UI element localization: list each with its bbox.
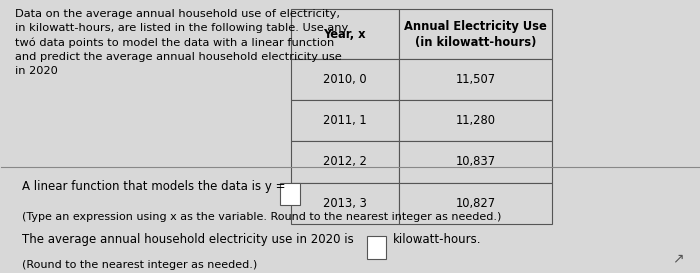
Bar bbox=[290, 100, 399, 141]
Text: .....: ..... bbox=[414, 235, 429, 245]
Text: 2010, 0: 2010, 0 bbox=[323, 73, 367, 86]
Text: kilowatt-hours.: kilowatt-hours. bbox=[393, 233, 482, 246]
Text: 11,280: 11,280 bbox=[456, 114, 496, 127]
Text: A linear function that models the data is y =: A linear function that models the data i… bbox=[22, 180, 290, 193]
Bar bbox=[399, 183, 552, 224]
Text: Year, x: Year, x bbox=[323, 28, 366, 40]
Text: (Round to the nearest integer as needed.): (Round to the nearest integer as needed.… bbox=[22, 260, 258, 270]
Bar bbox=[290, 9, 399, 59]
Text: The average annual household electricity use in 2020 is: The average annual household electricity… bbox=[22, 233, 358, 246]
Text: 10,837: 10,837 bbox=[456, 155, 496, 168]
Text: 2013, 3: 2013, 3 bbox=[323, 197, 367, 210]
Bar bbox=[290, 183, 399, 224]
Text: Annual Electricity Use
(in kilowatt-hours): Annual Electricity Use (in kilowatt-hour… bbox=[404, 20, 547, 49]
Text: (Type an expression using x as the variable. Round to the nearest integer as nee: (Type an expression using x as the varia… bbox=[22, 212, 502, 222]
Text: 2011, 1: 2011, 1 bbox=[323, 114, 367, 127]
Bar bbox=[367, 236, 386, 259]
Text: Data on the average annual household use of electricity,
in kilowatt-hours, are : Data on the average annual household use… bbox=[15, 9, 349, 76]
Bar bbox=[399, 141, 552, 183]
Bar bbox=[280, 183, 300, 205]
Text: 2012, 2: 2012, 2 bbox=[323, 155, 367, 168]
Bar bbox=[290, 59, 399, 100]
Text: ↗: ↗ bbox=[671, 251, 683, 265]
Bar bbox=[399, 100, 552, 141]
Bar bbox=[290, 141, 399, 183]
Text: 10,827: 10,827 bbox=[456, 197, 496, 210]
Bar bbox=[399, 59, 552, 100]
Text: 11,507: 11,507 bbox=[456, 73, 496, 86]
Bar bbox=[399, 9, 552, 59]
